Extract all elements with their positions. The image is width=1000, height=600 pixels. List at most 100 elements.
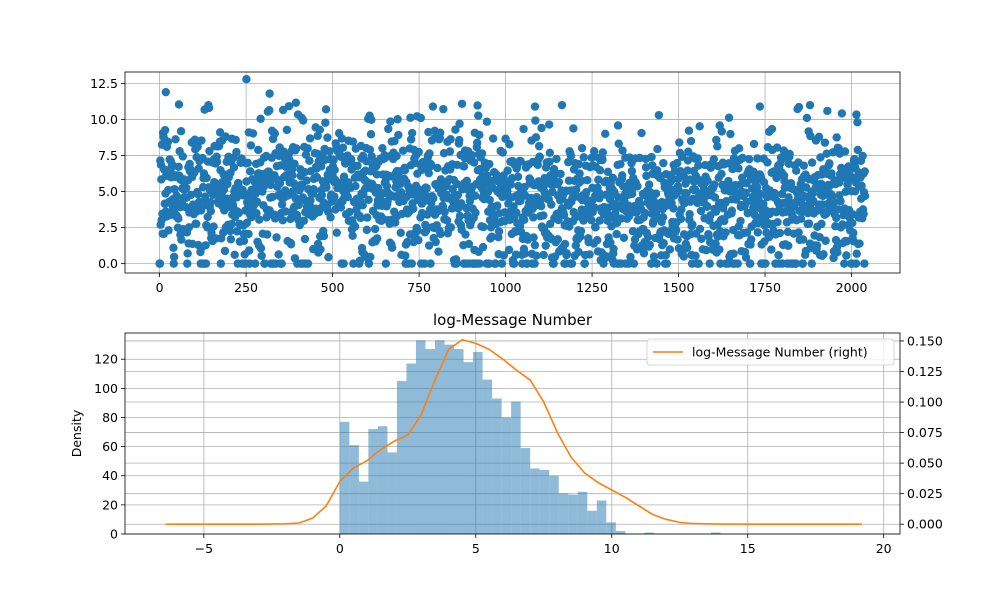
scatter-point bbox=[805, 100, 815, 110]
scatter-point bbox=[326, 213, 335, 222]
scatter-point bbox=[713, 142, 722, 151]
scatter-point bbox=[659, 239, 668, 248]
scatter-x-tick-label: 500 bbox=[321, 280, 345, 295]
histogram-bar bbox=[454, 349, 464, 534]
scatter-point bbox=[556, 169, 565, 179]
scatter-point bbox=[512, 208, 521, 217]
histogram-bar bbox=[539, 469, 550, 534]
scatter-point bbox=[206, 198, 215, 207]
scatter-point bbox=[827, 169, 836, 178]
density-line bbox=[165, 338, 862, 526]
histogram-y2-tick-label: 0.025 bbox=[907, 486, 943, 501]
histogram-axes-frame bbox=[124, 332, 901, 535]
scatter-point bbox=[595, 194, 604, 203]
scatter-point bbox=[462, 176, 472, 186]
scatter-point bbox=[302, 176, 311, 185]
scatter-point bbox=[186, 190, 196, 199]
scatter-point bbox=[819, 250, 828, 259]
scatter-point bbox=[390, 136, 399, 146]
scatter-point bbox=[531, 116, 540, 125]
scatter-point bbox=[174, 100, 184, 109]
scatter-point bbox=[703, 201, 712, 211]
scatter-point bbox=[804, 219, 814, 228]
scatter-point bbox=[366, 130, 376, 139]
histogram-y-axis-label: Density bbox=[69, 409, 84, 457]
scatter-point bbox=[510, 259, 519, 268]
scatter-point bbox=[169, 259, 178, 268]
histogram-bar bbox=[501, 417, 512, 534]
scatter-point bbox=[300, 234, 310, 244]
scatter-point bbox=[414, 236, 423, 245]
scatter-point bbox=[796, 214, 806, 224]
scatter-point bbox=[197, 136, 206, 145]
scatter-point bbox=[755, 102, 765, 111]
histogram-x-tick-label: 0 bbox=[336, 541, 344, 556]
scatter-point bbox=[473, 138, 482, 147]
scatter-point bbox=[155, 259, 165, 268]
scatter-point bbox=[451, 125, 460, 134]
histogram-x-tick-label: 20 bbox=[876, 541, 892, 556]
histogram-bar bbox=[415, 340, 426, 534]
scatter-point bbox=[643, 232, 653, 242]
scatter-x-ticks: 0 250 500 750 1000 1250 1500 1750 2000 bbox=[156, 273, 868, 295]
scatter-point bbox=[300, 167, 309, 177]
scatter-point bbox=[608, 173, 618, 183]
density-line-group bbox=[165, 338, 862, 526]
scatter-point bbox=[529, 233, 538, 242]
scatter-point bbox=[753, 228, 763, 237]
scatter-point bbox=[825, 159, 834, 168]
scatter-point bbox=[772, 143, 782, 152]
scatter-point bbox=[574, 247, 583, 257]
scatter-point bbox=[445, 147, 455, 156]
scatter-point bbox=[446, 135, 455, 144]
histogram-y-tick-label: 100 bbox=[94, 381, 118, 396]
scatter-point bbox=[216, 259, 226, 268]
scatter-point bbox=[421, 226, 431, 236]
scatter-point bbox=[356, 213, 365, 223]
scatter-point bbox=[310, 186, 319, 195]
scatter-point bbox=[674, 186, 683, 195]
scatter-point bbox=[290, 159, 299, 169]
scatter-point bbox=[265, 89, 274, 98]
histogram-y2-tick-label: 0.075 bbox=[907, 425, 943, 440]
scatter-point bbox=[583, 176, 592, 185]
scatter-point bbox=[686, 136, 696, 146]
scatter-point bbox=[244, 229, 253, 239]
histogram-y-tick-label: 20 bbox=[102, 497, 118, 512]
scatter-point bbox=[479, 222, 488, 232]
scatter-point bbox=[503, 166, 512, 175]
scatter-point bbox=[305, 134, 315, 143]
scatter-point bbox=[494, 227, 504, 236]
scatter-point bbox=[407, 259, 417, 268]
scatter-point bbox=[738, 153, 747, 163]
scatter-point bbox=[833, 248, 842, 257]
scatter-point bbox=[821, 236, 830, 245]
scatter-point bbox=[232, 147, 241, 157]
scatter-point bbox=[842, 251, 851, 260]
scatter-point bbox=[196, 206, 206, 215]
scatter-point bbox=[257, 251, 266, 260]
scatter-point bbox=[559, 210, 569, 220]
scatter-point bbox=[325, 147, 334, 156]
scatter-point bbox=[715, 245, 724, 254]
scatter-point bbox=[792, 166, 801, 175]
scatter-point bbox=[703, 176, 712, 186]
scatter-point bbox=[820, 138, 830, 147]
scatter-point bbox=[278, 216, 287, 225]
scatter-point bbox=[694, 161, 703, 170]
scatter-point bbox=[644, 180, 654, 189]
scatter-point bbox=[274, 250, 283, 259]
histogram-bar bbox=[463, 362, 474, 534]
scatter-point bbox=[539, 211, 548, 220]
scatter-point bbox=[537, 123, 546, 133]
scatter-point bbox=[251, 189, 260, 199]
scatter-point bbox=[709, 154, 719, 164]
scatter-point bbox=[439, 104, 448, 114]
scatter-point bbox=[475, 259, 484, 268]
scatter-point bbox=[802, 113, 812, 123]
scatter-point bbox=[662, 259, 672, 268]
scatter-point bbox=[641, 208, 650, 218]
scatter-point bbox=[799, 161, 809, 170]
scatter-point bbox=[520, 249, 530, 258]
scatter-point bbox=[696, 206, 706, 216]
